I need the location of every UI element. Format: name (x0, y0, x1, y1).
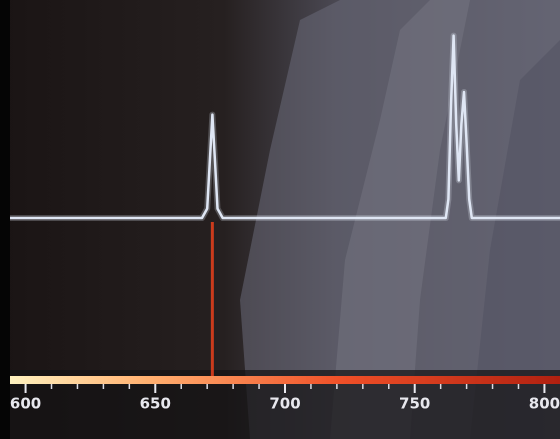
color-bar (10, 376, 560, 384)
screen: 600 650 700 750 800 (0, 0, 560, 439)
x-tick-label: 650 (140, 395, 171, 413)
x-tick-label: 600 (10, 395, 41, 413)
x-tick-label: 700 (269, 395, 300, 413)
bezel (0, 0, 10, 439)
x-tick-label: 750 (399, 395, 430, 413)
x-tick-label: 800 (529, 395, 560, 413)
